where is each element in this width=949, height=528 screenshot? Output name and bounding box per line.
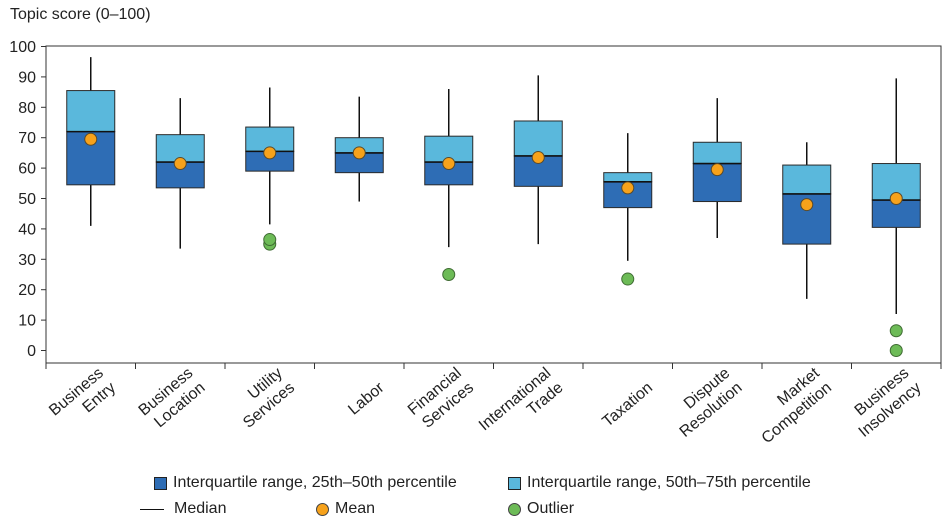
y-tick-label: 90 [18,69,36,86]
outlier-marker [889,324,903,338]
legend-swatch-lower-box [154,476,167,490]
outlier-marker [621,272,635,286]
mean-marker [173,157,187,171]
y-tick-label: 30 [18,252,36,269]
legend-item-mean: Mean [316,500,375,518]
y-tick-label: 0 [27,343,36,360]
legend-swatch-mean [316,502,329,516]
x-tick-label: Taxation [599,379,656,430]
box-upper [782,164,832,195]
mean-marker [442,157,456,171]
mean-marker [800,198,814,212]
y-tick-label: 80 [18,100,36,117]
legend-item-lower-box: Interquartile range, 25th–50th percentil… [154,474,457,492]
mean-marker [352,146,366,160]
y-tick-label: 60 [18,161,36,178]
outlier-marker [442,268,456,281]
legend-label-upper-box: Interquartile range, 50th–75th percentil… [527,474,811,491]
mean-marker [710,163,724,177]
legend-item-upper-box: Interquartile range, 50th–75th percentil… [508,474,811,492]
legend-swatch-upper-box [508,476,521,490]
legend-item-median: Median [140,500,226,518]
legend-swatch-outlier [508,502,521,516]
box-upper [692,141,742,165]
outlier-marker [263,233,277,247]
box-upper [513,120,563,157]
y-tick-label: 20 [18,282,36,299]
y-tick-label: 10 [18,313,36,330]
x-tick-label-line: Labor [345,379,388,419]
box-upper [66,90,116,133]
mean-marker [263,146,277,160]
box-upper [603,172,653,183]
y-tick-label: 40 [18,221,36,238]
mean-marker [84,132,98,146]
legend-label-outlier: Outlier [527,500,575,517]
legend-swatch-median [140,508,164,510]
legend: Interquartile range, 25th–50th percentil… [0,468,949,528]
mean-marker [889,192,903,205]
y-tick-label: 100 [9,39,36,56]
legend-item-outlier: Outlier [508,500,574,518]
legend-label-mean: Mean [335,500,376,517]
y-tick-label: 70 [18,130,36,147]
outlier-marker [889,344,903,357]
legend-label-lower-box: Interquartile range, 25th–50th percentil… [173,474,457,491]
y-axis-title: Topic score (0–100) [10,6,151,23]
box-lower [871,199,921,228]
mean-marker [621,181,635,195]
legend-label-median: Median [174,500,227,517]
mean-marker [531,150,545,164]
y-tick-label: 50 [18,191,36,208]
x-tick-label: Labor [345,379,388,419]
x-tick-label-line: Taxation [599,379,656,430]
